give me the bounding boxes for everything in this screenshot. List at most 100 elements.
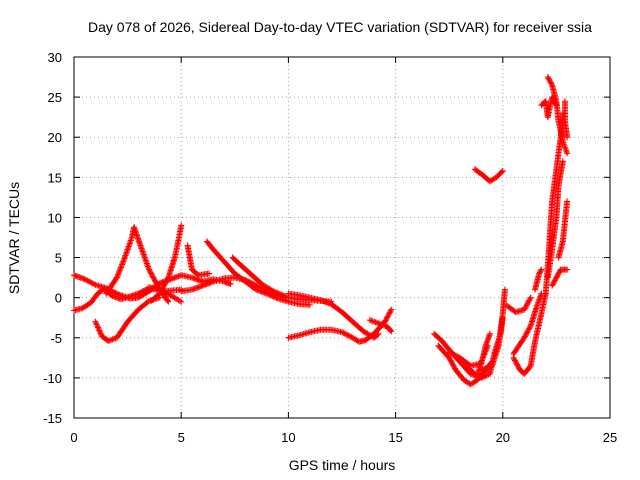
data-point bbox=[484, 372, 491, 379]
y-axis-label: SDTVAR / TECUs bbox=[6, 182, 22, 294]
data-point bbox=[522, 332, 529, 339]
data-point bbox=[270, 288, 277, 295]
data-point bbox=[549, 281, 556, 288]
data-point bbox=[277, 291, 284, 298]
data-point bbox=[159, 288, 166, 295]
data-point bbox=[272, 294, 278, 301]
data-point bbox=[281, 293, 288, 300]
data-point bbox=[156, 286, 163, 293]
data-point bbox=[564, 150, 571, 157]
y-tick-labels: -15 -10 -5 0 5 10 15 20 25 30 bbox=[43, 50, 62, 426]
data-point bbox=[515, 364, 522, 371]
data-point bbox=[521, 305, 528, 312]
data-point bbox=[564, 134, 571, 141]
data-point bbox=[91, 281, 98, 288]
data-point bbox=[161, 281, 168, 288]
data-point bbox=[270, 293, 277, 300]
data-point bbox=[386, 309, 393, 316]
data-point bbox=[526, 364, 533, 371]
data-point bbox=[556, 269, 563, 276]
data-point bbox=[450, 351, 457, 358]
data-point bbox=[96, 327, 103, 334]
data-point bbox=[269, 293, 276, 300]
data-point bbox=[87, 279, 94, 286]
data-point bbox=[274, 290, 281, 297]
data-point bbox=[176, 297, 183, 304]
data-point bbox=[386, 310, 393, 317]
data-point bbox=[544, 74, 551, 81]
data-point bbox=[92, 318, 99, 325]
data-point bbox=[513, 360, 520, 367]
data-point bbox=[553, 274, 560, 281]
data-point bbox=[344, 331, 351, 338]
data-point bbox=[525, 298, 532, 305]
data-point bbox=[147, 269, 154, 276]
data-point bbox=[550, 279, 557, 286]
data-point bbox=[273, 294, 280, 301]
data-point bbox=[163, 278, 170, 285]
data-point bbox=[510, 354, 517, 361]
data-point bbox=[446, 356, 453, 363]
data-point bbox=[446, 349, 453, 356]
data-point bbox=[178, 298, 185, 305]
data-point bbox=[551, 278, 558, 285]
y-tick-label: 10 bbox=[48, 210, 62, 225]
data-point bbox=[452, 352, 459, 359]
data-point bbox=[454, 353, 461, 360]
y-tick-label: -10 bbox=[43, 371, 62, 386]
data-point bbox=[163, 277, 170, 284]
data-point bbox=[564, 266, 571, 273]
data-point bbox=[451, 364, 458, 371]
y-tick-label: 25 bbox=[48, 90, 62, 105]
data-point bbox=[139, 288, 146, 295]
data-point bbox=[149, 273, 156, 280]
data-point bbox=[144, 298, 151, 305]
data-point bbox=[448, 350, 455, 357]
data-point bbox=[97, 330, 104, 337]
data-point bbox=[501, 286, 508, 293]
data-point bbox=[451, 352, 458, 359]
x-tick-label: 15 bbox=[388, 430, 402, 445]
data-point bbox=[271, 288, 278, 295]
data-point bbox=[113, 275, 120, 282]
data-point bbox=[554, 271, 561, 278]
data-point bbox=[537, 267, 544, 274]
data-point bbox=[146, 267, 153, 274]
grid-lines bbox=[74, 57, 610, 418]
data-point bbox=[538, 266, 545, 273]
data-point bbox=[148, 270, 155, 277]
chart-title: Day 078 of 2026, Sidereal Day-to-day VTE… bbox=[88, 19, 592, 35]
data-point bbox=[545, 75, 552, 82]
data-point bbox=[446, 354, 453, 361]
data-point bbox=[381, 318, 388, 325]
data-point bbox=[511, 356, 518, 363]
data-point bbox=[523, 330, 530, 337]
data-point bbox=[94, 323, 101, 330]
data-point bbox=[388, 328, 395, 335]
data-marks bbox=[71, 74, 571, 388]
data-point bbox=[142, 287, 149, 294]
x-tick-label: 10 bbox=[281, 430, 295, 445]
y-tick-label: 5 bbox=[55, 251, 62, 266]
data-point bbox=[498, 168, 505, 175]
data-point bbox=[554, 273, 561, 280]
data-point bbox=[266, 291, 273, 298]
data-point bbox=[449, 361, 456, 368]
data-point bbox=[526, 297, 533, 304]
data-point bbox=[306, 301, 313, 308]
data-point bbox=[523, 302, 530, 309]
data-point bbox=[160, 288, 167, 295]
data-point bbox=[449, 360, 456, 367]
data-point bbox=[382, 317, 389, 324]
data-point bbox=[279, 292, 286, 299]
data-point bbox=[275, 290, 282, 297]
data-point bbox=[527, 294, 534, 301]
data-point bbox=[546, 78, 553, 85]
data-point bbox=[136, 289, 143, 296]
data-point bbox=[178, 222, 185, 229]
data-point bbox=[551, 277, 558, 284]
data-point bbox=[81, 276, 88, 283]
data-point bbox=[89, 280, 96, 287]
data-point bbox=[84, 277, 91, 284]
